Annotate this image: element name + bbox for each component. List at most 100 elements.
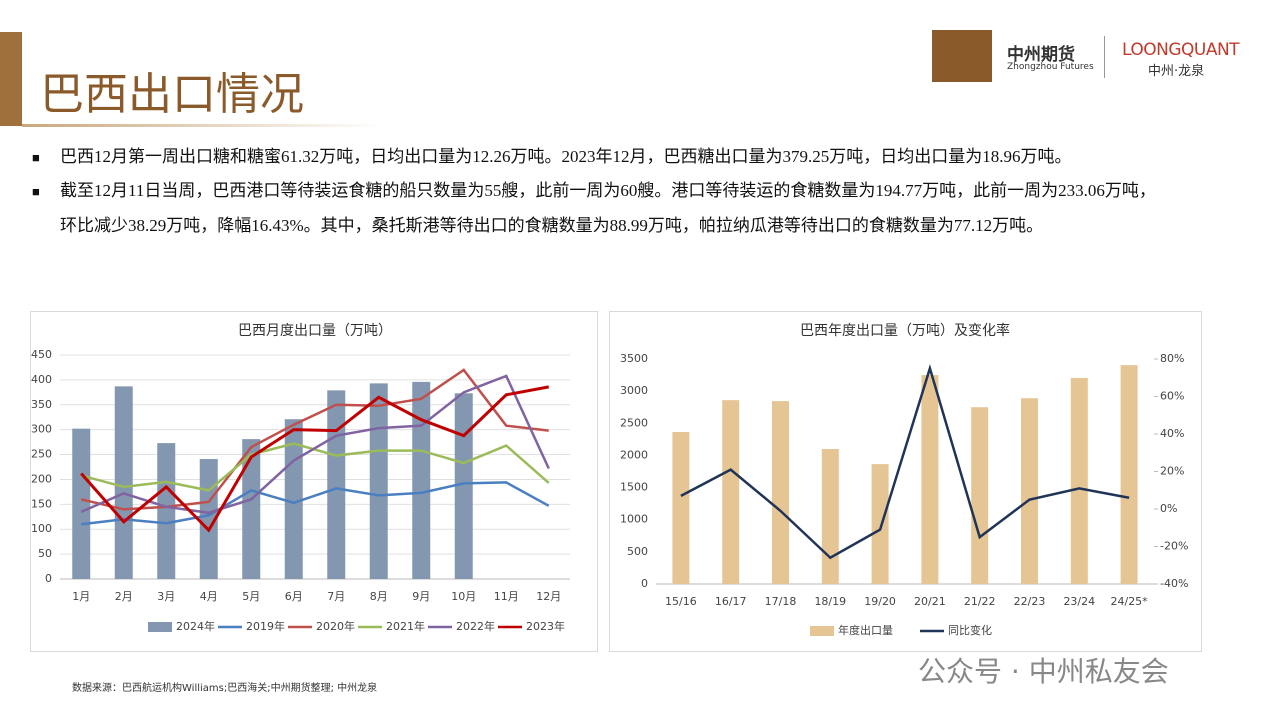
- bar: [242, 439, 261, 579]
- y2-tick-label: -20%: [1160, 540, 1188, 553]
- x-tick-label: 18/19: [814, 595, 846, 608]
- x-tick-label: 7月: [327, 590, 345, 603]
- legend-swatch: [148, 622, 172, 632]
- x-tick-label: 11月: [494, 590, 519, 603]
- legend-label: 2022年: [456, 619, 495, 633]
- legend-label: 2020年: [316, 619, 355, 633]
- logo-icon: [932, 30, 992, 82]
- bar: [821, 449, 839, 584]
- watermark: 公众号 · 中州私友会: [918, 655, 1169, 688]
- x-tick-label: 12月: [536, 590, 561, 603]
- line: [80, 368, 549, 511]
- y-tick-label: 50: [38, 547, 52, 560]
- bar: [921, 375, 939, 584]
- bar: [114, 386, 133, 579]
- x-tick-label: 24/25*: [1110, 595, 1148, 608]
- bar: [722, 400, 740, 584]
- y-tick-label: 450: [31, 348, 52, 361]
- line: [80, 374, 550, 515]
- legend-label: 2024年: [176, 619, 215, 633]
- y-tick-label: 3000: [620, 384, 648, 397]
- y-tick-label: 3500: [620, 352, 648, 365]
- bar: [369, 383, 388, 579]
- bar: [157, 443, 176, 579]
- x-tick-label: 16/17: [715, 595, 747, 608]
- y-tick-label: 300: [31, 423, 52, 436]
- legend-label: 2019年: [246, 619, 285, 633]
- y-tick-label: 200: [31, 472, 52, 485]
- logo-en: Zhongzhou Futures: [1007, 62, 1094, 72]
- y-tick-label: 400: [31, 373, 52, 386]
- y-tick-label: 1500: [620, 481, 648, 494]
- legend-label: 同比变化: [948, 623, 992, 637]
- slide-title: 巴西出口情况: [40, 69, 304, 120]
- title-accent: [0, 32, 22, 126]
- y-tick-label: 0: [641, 577, 648, 590]
- y-tick-label: 150: [31, 497, 52, 510]
- bar: [1070, 377, 1088, 584]
- x-tick-label: 6月: [285, 590, 303, 603]
- y-tick-label: 250: [31, 448, 52, 461]
- y-tick-label: 1000: [620, 513, 648, 526]
- line: [680, 364, 1130, 560]
- y2-tick-label: 60%: [1160, 390, 1184, 403]
- logo-divider: [1104, 36, 1105, 78]
- line: [81, 481, 550, 526]
- chart-frame: [30, 311, 598, 652]
- legend-swatch: [810, 626, 834, 636]
- chart-title: 巴西年度出口量（万吨）及变化率: [800, 322, 1010, 339]
- legend-label: 2021年: [386, 619, 425, 633]
- x-tick-label: 9月: [412, 590, 430, 603]
- y2-tick-label: 20%: [1160, 465, 1184, 478]
- x-tick-label: 21/22: [964, 595, 996, 608]
- x-tick-label: 22/23: [1014, 595, 1046, 608]
- x-tick-label: 19/20: [864, 595, 896, 608]
- brand-cn: 中州·龙泉: [1148, 64, 1205, 79]
- bar: [72, 428, 91, 579]
- bar: [1021, 398, 1038, 584]
- source: 数据来源：巴西航运机构Williams;巴西海关;中州期货整理; 中州龙泉: [72, 683, 378, 694]
- y-tick-label: 500: [627, 545, 648, 558]
- line: [80, 385, 550, 533]
- y-tick-label: 350: [31, 398, 52, 411]
- logo-cn: 中州期货: [1007, 45, 1075, 65]
- x-tick-label: 4月: [200, 590, 218, 603]
- bar: [772, 401, 789, 584]
- x-tick-label: 15/16: [665, 595, 697, 608]
- y2-tick-label: 0%: [1160, 502, 1177, 515]
- bar: [412, 381, 431, 579]
- bullet: 巴西12月第一周出口糖和糖蜜61.32万吨，日均出口量为12.26万吨。2023…: [32, 140, 1230, 175]
- y2-tick-label: 40%: [1160, 427, 1184, 440]
- bar: [327, 390, 346, 579]
- legend-label: 2023年: [526, 619, 565, 633]
- x-tick-label: 5月: [242, 590, 260, 603]
- bar: [454, 393, 473, 579]
- line: [80, 442, 550, 492]
- y2-tick-label: 80%: [1160, 352, 1184, 365]
- bullet: 截至12月11日当周，巴西港口等待装运食糖的船只数量为55艘，此前一周为60艘。…: [32, 174, 1170, 243]
- x-tick-label: 3月: [157, 590, 175, 603]
- chart-title: 巴西月度出口量（万吨）: [238, 323, 392, 339]
- x-tick-label: 17/18: [765, 595, 797, 608]
- x-tick-label: 2月: [115, 590, 133, 603]
- title-underline: [22, 124, 382, 127]
- bar: [1120, 365, 1138, 584]
- x-tick-label: 10月: [451, 590, 476, 603]
- x-tick-label: 23/24: [1063, 595, 1095, 608]
- brand: LOONGQUANT: [1122, 40, 1240, 60]
- y2-tick-label: -40%: [1160, 577, 1188, 590]
- x-tick-label: 1月: [72, 590, 90, 603]
- y-tick-label: 2500: [620, 416, 648, 429]
- bar: [871, 464, 889, 584]
- y-tick-label: 100: [31, 522, 52, 535]
- chart-frame: [609, 311, 1202, 652]
- legend-label: 年度出口量: [838, 623, 893, 637]
- y-tick-label: 0: [45, 572, 52, 585]
- x-tick-label: 20/21: [914, 595, 946, 608]
- bar: [672, 431, 690, 584]
- x-tick-label: 8月: [370, 590, 388, 603]
- y-tick-label: 2000: [620, 448, 648, 461]
- bar: [971, 407, 989, 584]
